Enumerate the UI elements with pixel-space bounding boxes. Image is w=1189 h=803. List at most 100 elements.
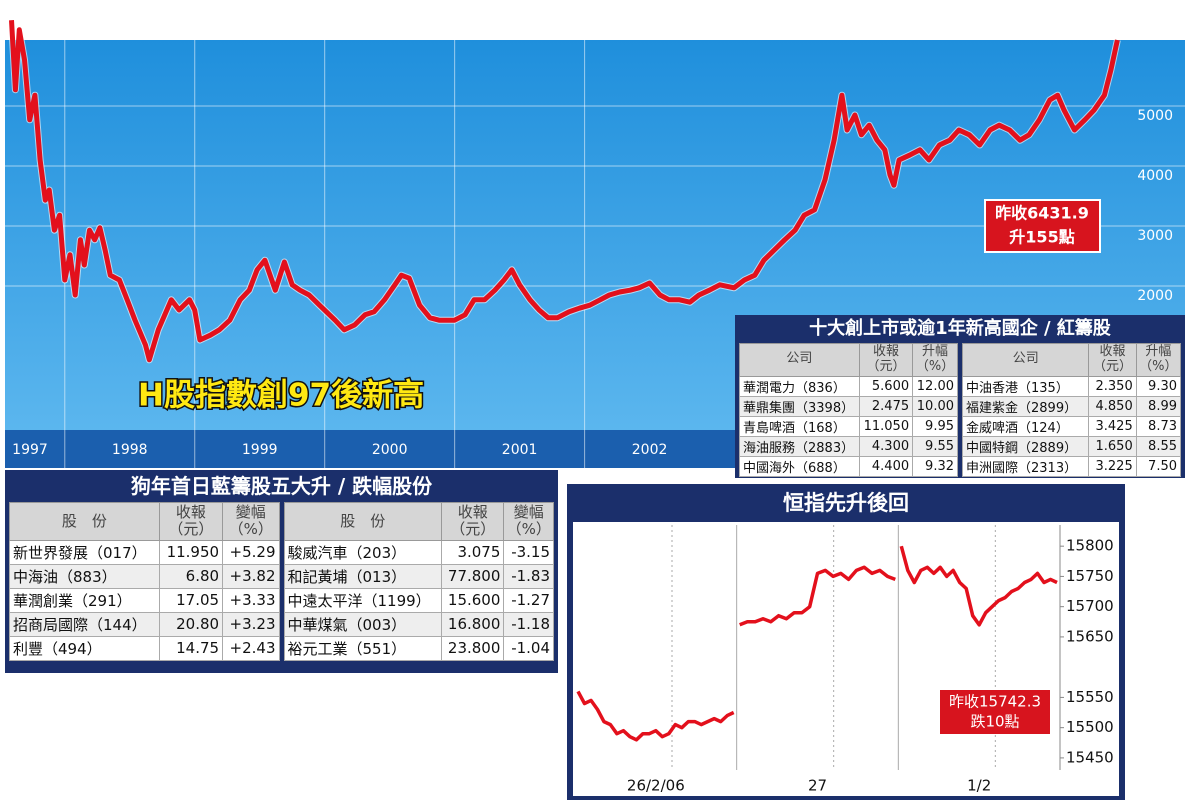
- header-cell: 收報 （元）: [1088, 343, 1137, 377]
- header-text: 公司: [786, 351, 813, 367]
- table-cell: 2.475: [858, 395, 914, 417]
- table: 股 份收報 （元） 變幅 （%） 駿威汽車（203） 3.075 -3.15 和記黃埔（013…: [283, 502, 554, 661]
- table-cell: 14.75: [158, 635, 224, 661]
- header-text: 變幅: [513, 503, 544, 521]
- table-cell: 中油香港（135）: [961, 375, 1090, 397]
- x-tick-label: 2000: [372, 442, 408, 458]
- table-cell: 和記黃埔（013）: [283, 563, 443, 589]
- table-cell: 裕元工業（551）: [283, 635, 443, 661]
- table-cell: 中遠太平洋（1199）: [283, 587, 443, 613]
- index-line: [739, 565, 896, 627]
- table-cell: 2.350: [1088, 375, 1137, 397]
- x-tick-label: 2001: [502, 442, 538, 458]
- header-row: 公司 收報 （元） 升幅 （%）: [961, 343, 1182, 377]
- y-tick-label: 5000: [1137, 108, 1173, 124]
- table-row: 金威啤酒（124） 3.425 8.73: [961, 415, 1182, 437]
- table-row: 利豐（494） 14.75 +2.43: [9, 635, 280, 661]
- table-cell: 中海油（883）: [9, 563, 160, 589]
- x-tick-label: 26/2/06: [627, 777, 685, 795]
- annotation: 跌10點: [970, 713, 1019, 731]
- table-cell: 12.00: [912, 375, 958, 397]
- table-cell: 9.32: [912, 455, 958, 477]
- table-row: 和記黃埔（013） 77.800 -1.83: [283, 563, 554, 589]
- table-title: 十大創上市或逾1年新高國企 / 紅籌股: [809, 318, 1111, 339]
- table-row: 華潤創業（291） 17.05 +3.33: [9, 587, 280, 613]
- y-tick-label: 15550: [1066, 688, 1114, 706]
- table-cell: 6.80: [158, 563, 224, 589]
- header-text: （元）: [1093, 358, 1133, 374]
- table-cell: 9.30: [1135, 375, 1182, 397]
- table: 公司 收報 （元） 升幅 （%） 華潤電力（836） 5.600 12.00 華鼎集團（3398…: [739, 343, 958, 477]
- table-cell: 中國特鋼（2889）: [961, 435, 1090, 457]
- table-cell: 9.55: [912, 435, 958, 457]
- chart-title: H股指數創97後新高: [138, 378, 424, 414]
- table-row: 申洲國際（2313） 3.225 7.50: [961, 455, 1182, 477]
- table-cell: 9.95: [912, 415, 958, 437]
- header-text: （元）: [450, 520, 496, 539]
- table-row: 中油香港（135） 2.350 9.30: [961, 375, 1182, 397]
- table-cell: 8.55: [1135, 435, 1182, 457]
- table-row: 裕元工業（551） 23.800 -1.04: [283, 635, 554, 661]
- table-cell: 8.99: [1135, 395, 1182, 417]
- header-text: （%）: [228, 520, 273, 539]
- table-row: 中華煤氣（003） 16.800 -1.18: [283, 611, 554, 637]
- header-text: （元）: [168, 520, 214, 539]
- header-text: （%）: [506, 520, 551, 539]
- table-cell: 5.600: [858, 375, 914, 397]
- table-cell: 4.300: [858, 435, 914, 457]
- table-cell: 1.650: [1088, 435, 1137, 457]
- table-cell: +3.33: [222, 587, 280, 613]
- table-cell: 23.800: [441, 635, 505, 661]
- header-cell: 變幅 （%）: [503, 502, 554, 541]
- table-halves: 公司 收報 （元） 升幅 （%） 華潤電力（836） 5.600 12.00 華鼎集團（3398…: [739, 343, 1182, 477]
- index-line: [899, 545, 1058, 627]
- header-row: 股 份收報 （元） 變幅 （%）: [283, 502, 554, 541]
- table-cell: -1.04: [503, 635, 554, 661]
- annotation: 升155點: [1009, 228, 1074, 247]
- table-cell: 華鼎集團（3398）: [739, 395, 860, 417]
- x-tick-label: 1997: [12, 442, 48, 458]
- header-text: （%）: [915, 358, 955, 374]
- table-cell: 駿威汽車（203）: [283, 539, 443, 565]
- table-title: 狗年首日藍籌股五大升 / 跌幅股份: [130, 474, 433, 498]
- table-cell: 金威啤酒（124）: [961, 415, 1090, 437]
- table-cell: 福建紫金（2899）: [961, 395, 1090, 417]
- table-cell: 4.850: [1088, 395, 1137, 417]
- table-row: 中海油（883） 6.80 +3.82: [9, 563, 280, 589]
- header-cell: 升幅 （%）: [1135, 343, 1182, 377]
- table: 十大創上市或逾1年新高國企 / 紅籌股公司 收報 （元） 升幅 （%） 華潤電力（836）…: [735, 315, 1185, 478]
- chart-title: 恒指先升後回: [783, 491, 909, 515]
- table-cell: 16.800: [441, 611, 505, 637]
- table-row: 中國特鋼（2889） 1.650 8.55: [961, 435, 1182, 457]
- table-cell: 青島啤酒（168）: [739, 415, 860, 437]
- table-cell: 中國海外（688）: [739, 455, 860, 477]
- header-text: 收報: [175, 503, 206, 521]
- table-halves: 股 份收報 （元） 變幅 （%） 新世界發展（017） 11.950 +5.29 中海油（88…: [9, 502, 554, 661]
- y-tick-label: 15750: [1066, 567, 1114, 585]
- table-row: 新世界發展（017） 11.950 +5.29: [9, 539, 280, 565]
- header-text: 收報: [1099, 344, 1126, 359]
- header-text: 股 份: [61, 511, 107, 530]
- table-cell: 3.075: [441, 539, 505, 565]
- index-line: [576, 690, 735, 742]
- y-tick-label: 15700: [1066, 597, 1114, 615]
- table-row: 招商局國際（144） 20.80 +3.23: [9, 611, 280, 637]
- y-tick-label: 15450: [1066, 748, 1114, 766]
- table-cell: 海油服務（2883）: [739, 435, 860, 457]
- table-row: 海油服務（2883） 4.300 9.55: [739, 435, 958, 457]
- table-cell: 3.425: [1088, 415, 1137, 437]
- table-cell: +3.23: [222, 611, 280, 637]
- table: 公司 收報 （元） 升幅 （%） 中油香港（135） 2.350 9.30 福建紫金（2899）…: [961, 343, 1182, 477]
- table-cell: 77.800: [441, 563, 505, 589]
- table-cell: 申洲國際（2313）: [961, 455, 1090, 477]
- table-cell: 17.05: [158, 587, 224, 613]
- index-line: [9, 20, 1120, 363]
- table-row: 中國海外（688） 4.400 9.32: [739, 455, 958, 477]
- header-text: （%）: [1139, 358, 1178, 374]
- table-cell: 3.225: [1088, 455, 1137, 477]
- table-row: 駿威汽車（203） 3.075 -3.15: [283, 539, 554, 565]
- table-cell: 15.600: [441, 587, 505, 613]
- table-cell: 20.80: [158, 611, 224, 637]
- y-tick-label: 3000: [1137, 228, 1173, 244]
- table-cell: 利豐（494）: [9, 635, 160, 661]
